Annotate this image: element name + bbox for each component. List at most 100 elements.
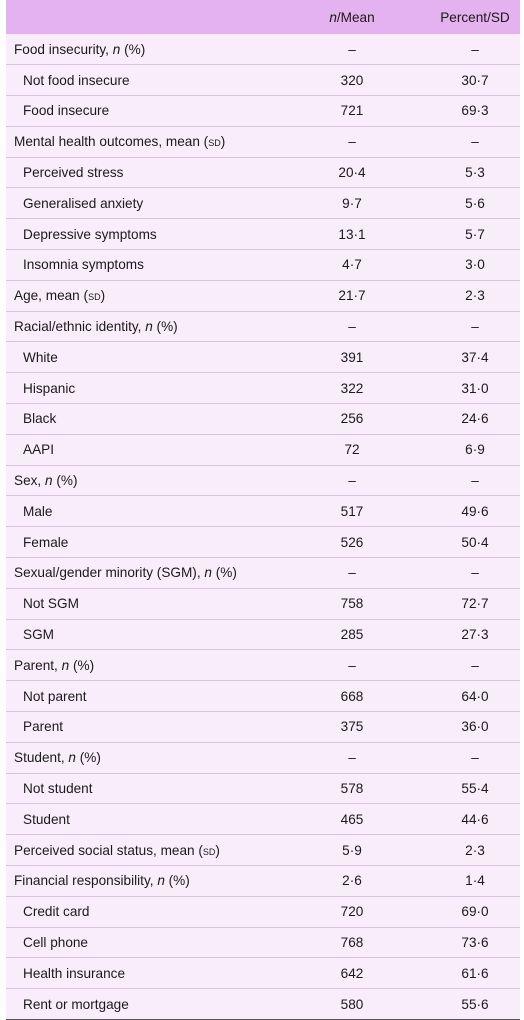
table-header-row: n/Mean Percent/SD xyxy=(6,0,520,34)
cell-n-mean: 768 xyxy=(340,935,364,950)
descriptive-statistics-table: n/Mean Percent/SD Food insecurity, n (%)… xyxy=(6,0,520,1020)
row-label: Parent, n (%) xyxy=(6,650,274,681)
table-row: SGM 285 27·3 xyxy=(6,619,520,650)
table-row: Not parent 668 64·0 xyxy=(6,680,520,712)
cell-n-mean: – xyxy=(348,565,356,581)
row-label-text: Financial responsibility, xyxy=(14,873,158,889)
row-label-text: Student, xyxy=(14,750,69,766)
cell-percent-sd: 44·6 xyxy=(461,811,489,827)
row-label: Sex, n (%) xyxy=(6,465,274,496)
row-label-n-italic: n xyxy=(145,319,153,335)
row-label: Depressive symptoms xyxy=(6,219,274,250)
row-label-text: Perceived social status, mean ( xyxy=(14,842,203,858)
table-row: Insomnia symptoms 4·7 3·0 xyxy=(6,249,520,281)
row-label: Not SGM xyxy=(6,588,274,619)
row-label-sd: sd xyxy=(88,289,101,304)
row-label-text: AAPI xyxy=(23,442,54,458)
cell-n-mean: 721 xyxy=(340,103,364,119)
cell-n-mean: 758 xyxy=(340,596,364,612)
cell-percent-sd: – xyxy=(471,565,479,581)
row-label-text: Cell phone xyxy=(23,935,88,950)
cell-n-mean: 2·6 xyxy=(342,873,362,889)
table-row: Parent 375 36·0 xyxy=(6,711,520,743)
cell-n-mean: 4·7 xyxy=(342,257,362,273)
row-label: Perceived stress xyxy=(6,157,274,188)
cell-percent-sd: 2·3 xyxy=(465,288,485,304)
row-label-text: Student xyxy=(23,811,70,827)
cell-n-mean: – xyxy=(348,750,356,766)
row-label-suffix: (%) xyxy=(164,873,190,889)
cell-percent-sd: 73·6 xyxy=(461,935,489,950)
row-label: Hispanic xyxy=(6,373,274,404)
row-label-close: ) xyxy=(100,288,106,304)
cell-percent-sd: 6·9 xyxy=(465,442,485,458)
cell-percent-sd: 72·7 xyxy=(461,596,489,612)
cell-n-mean: 20·4 xyxy=(338,165,366,181)
table-row: Female 526 50·4 xyxy=(6,526,520,558)
table-row: Sex, n (%) – – xyxy=(6,465,520,496)
row-label-text: Mental health outcomes, mean ( xyxy=(14,134,209,150)
header-label xyxy=(6,0,274,34)
cell-n-mean: – xyxy=(348,319,356,335)
row-label-text: Not food insecure xyxy=(23,72,130,88)
table-row: Student 465 44·6 xyxy=(6,803,520,835)
row-label-text: Parent xyxy=(23,719,64,735)
row-label-text: Not SGM xyxy=(23,596,79,612)
cell-percent-sd: – xyxy=(471,657,479,673)
row-label-text: Racial/ethnic identity, xyxy=(14,319,146,335)
table-row: Not food insecure 320 30·7 xyxy=(6,64,520,96)
row-label: Not student xyxy=(6,773,274,804)
table-row: Hispanic 322 31·0 xyxy=(6,372,520,404)
row-label: Sexual/gender minority (SGM), n (%) xyxy=(6,558,274,589)
cell-percent-sd: 55·4 xyxy=(461,781,489,797)
row-label-suffix: (%) xyxy=(152,319,178,335)
table-row: Perceived stress 20·4 5·3 xyxy=(6,157,520,188)
cell-percent-sd: – xyxy=(471,750,479,766)
row-label: Mental health outcomes, mean (sd) xyxy=(6,126,274,157)
row-label-close: ) xyxy=(215,842,220,858)
row-label-text: Not student xyxy=(23,781,93,797)
cell-n-mean: 526 xyxy=(340,534,364,550)
row-label: Food insecure xyxy=(6,96,274,127)
table-row: Age, mean (sd) 21·7 2·3 xyxy=(6,280,520,312)
row-label-n-italic: n xyxy=(68,750,76,766)
row-label-text: SGM xyxy=(23,627,54,643)
row-label-n-italic: n xyxy=(112,41,121,57)
cell-n-mean: 320 xyxy=(340,72,364,88)
table-row: Student, n (%) – – xyxy=(6,742,520,774)
cell-n-mean: 285 xyxy=(340,627,364,643)
table-row: Male 517 49·6 xyxy=(6,495,520,527)
cell-percent-sd: 27·3 xyxy=(461,627,489,643)
table-row: Parent, n (%) – – xyxy=(6,649,520,681)
cell-percent-sd: 30·7 xyxy=(461,72,489,88)
row-label: Generalised anxiety xyxy=(6,188,274,219)
cell-n-mean: 391 xyxy=(340,349,364,365)
table-row: Rent or mortgage 580 55·6 xyxy=(6,988,520,1020)
cell-percent-sd: 5·3 xyxy=(465,165,485,181)
cell-percent-sd: 69·0 xyxy=(461,904,489,920)
row-label: Not parent xyxy=(6,681,274,712)
row-label: Cell phone xyxy=(6,927,274,958)
cell-percent-sd: 37·4 xyxy=(461,349,489,365)
row-label-suffix: (%) xyxy=(120,41,146,57)
cell-percent-sd: 5·7 xyxy=(465,226,485,242)
row-label-close: ) xyxy=(220,134,226,150)
table-row: Racial/ethnic identity, n (%) – – xyxy=(6,311,520,342)
row-label: Financial responsibility, n (%) xyxy=(6,866,274,897)
row-label-text: Health insurance xyxy=(23,965,126,981)
row-label: Parent xyxy=(6,712,274,743)
row-label-text: Female xyxy=(23,534,69,550)
row-label-text: Insomnia symptoms xyxy=(23,257,144,273)
row-label-n-italic: n xyxy=(157,873,165,889)
row-label: Female xyxy=(6,527,274,558)
table-row: Black 256 24·6 xyxy=(6,403,520,435)
row-label-text: Food insecure xyxy=(23,103,110,119)
row-label-suffix: (%) xyxy=(69,657,95,673)
cell-n-mean: 256 xyxy=(340,411,364,427)
table-row: Food insecurity, n (%) – – xyxy=(6,34,520,65)
row-label-sd: sd xyxy=(208,135,221,150)
table-row: Health insurance 642 61·6 xyxy=(6,957,520,989)
table-row: White 391 37·4 xyxy=(6,341,520,373)
header-n-italic: n xyxy=(329,9,337,25)
